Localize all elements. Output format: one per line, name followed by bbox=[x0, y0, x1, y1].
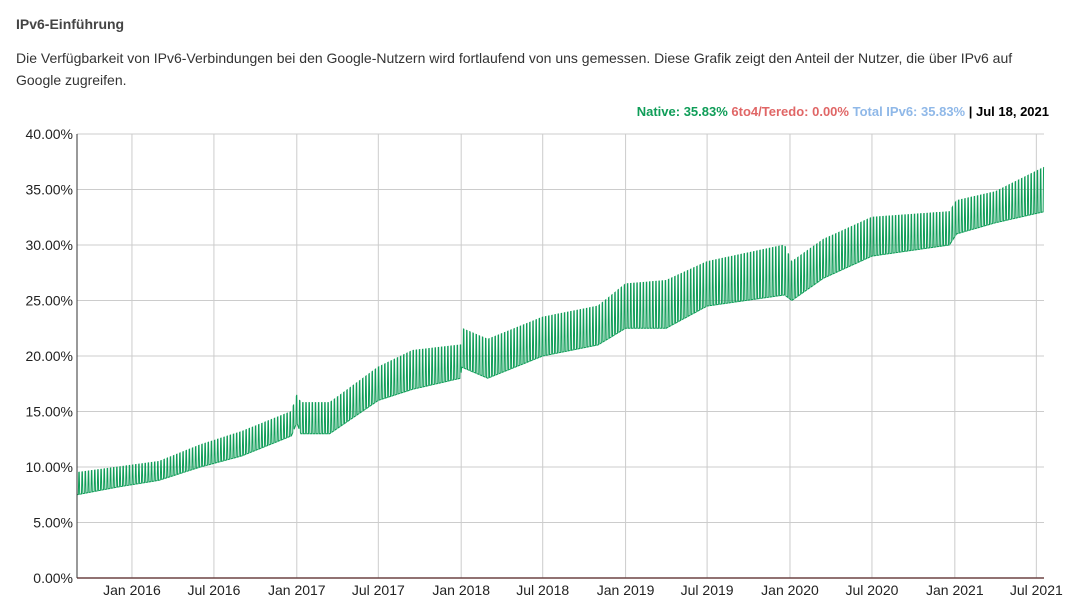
legend-native: Native: 35.83% bbox=[636, 104, 728, 119]
legend-separator: | bbox=[968, 104, 973, 119]
legend-teredo: 6to4/Teredo: 0.00% bbox=[731, 104, 849, 119]
y-tick-label: 0.00% bbox=[33, 570, 73, 586]
x-tick-label: Jul 2021 bbox=[1010, 582, 1063, 598]
x-tick-label: Jan 2018 bbox=[432, 582, 490, 598]
x-tick-label: Jul 2017 bbox=[352, 582, 405, 598]
series-layer bbox=[76, 166, 1045, 579]
x-tick-label: Jan 2021 bbox=[926, 582, 984, 598]
grid-layer bbox=[77, 133, 1044, 579]
page-title: IPv6-Einführung bbox=[16, 16, 125, 32]
axis-layer: 0.00% 5.00% 10.00% 15.00% 20.00% 25.00% 30.00%… bbox=[26, 126, 1064, 598]
legend-total-value: 35.83% bbox=[921, 104, 966, 119]
description-text: Die Verfügbarkeit von IPv6-Verbindungen … bbox=[16, 50, 1013, 88]
x-tick-label: Jan 2016 bbox=[103, 582, 161, 598]
x-tick-label: Jan 2019 bbox=[597, 582, 655, 598]
y-tick-label: 25.00% bbox=[26, 293, 73, 309]
x-tick-label: Jan 2020 bbox=[761, 582, 819, 598]
y-tick-label: 40.00% bbox=[26, 126, 73, 142]
y-tick-label: 20.00% bbox=[26, 348, 73, 364]
legend-teredo-value: 0.00% bbox=[812, 104, 849, 119]
x-tick-label: Jul 2016 bbox=[187, 582, 240, 598]
x-tick-label: Jul 2019 bbox=[681, 582, 734, 598]
chart-legend: Native: 35.83% 6to4/Teredo: 0.00% Total … bbox=[637, 104, 1049, 119]
y-tick-label: 15.00% bbox=[26, 404, 73, 420]
legend-date: Jul 18, 2021 bbox=[976, 104, 1049, 119]
x-tick-label: Jan 2017 bbox=[268, 582, 326, 598]
y-tick-label: 10.00% bbox=[26, 459, 73, 475]
x-tick-label: Jul 2018 bbox=[516, 582, 569, 598]
x-tick-label: Jul 2020 bbox=[845, 582, 898, 598]
y-tick-label: 5.00% bbox=[33, 515, 73, 531]
legend-native-value: 35.83% bbox=[683, 104, 728, 119]
y-tick-label: 35.00% bbox=[26, 182, 73, 198]
y-tick-label: 30.00% bbox=[26, 237, 73, 253]
legend-total: Total IPv6: 35.83% bbox=[852, 104, 966, 119]
native-series-line bbox=[76, 166, 1045, 496]
